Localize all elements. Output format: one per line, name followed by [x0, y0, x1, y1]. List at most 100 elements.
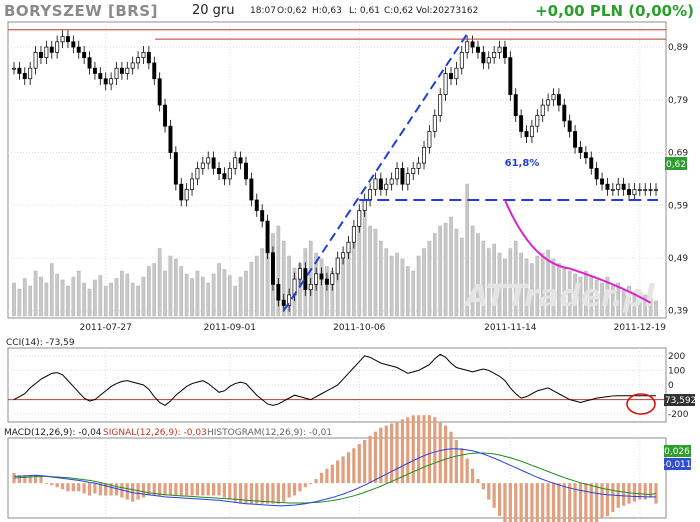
- histogram-bar: [422, 415, 426, 484]
- volume-bar: [492, 243, 496, 317]
- axis-labels: 0,89 0,79 0,69 0,59 0,49 0,39 2011-07-27 2011-0…: [80, 43, 689, 333]
- histogram-bar: [535, 483, 539, 522]
- candle-body: [190, 178, 195, 190]
- signal-tag-box: [664, 458, 691, 470]
- candle-body: [519, 115, 524, 132]
- candle-body: [173, 152, 178, 185]
- histogram-bar: [568, 483, 572, 522]
- volume-bar: [28, 285, 33, 317]
- volume-bar: [605, 276, 610, 317]
- candle-body: [163, 104, 168, 127]
- volume-bar: [600, 282, 604, 317]
- candle-body: [146, 52, 151, 64]
- candle-body: [287, 294, 292, 306]
- cci-label: CCI(14): -73,59: [6, 338, 75, 348]
- volume-bar: [265, 252, 270, 317]
- candle-body: [17, 67, 22, 74]
- histogram-bar: [584, 483, 588, 522]
- candle-body: [368, 189, 373, 201]
- volume-bar: [459, 237, 464, 317]
- candle-body: [400, 168, 405, 185]
- candle-body: [341, 252, 346, 259]
- histogram-bar: [309, 483, 313, 485]
- candle-body: [281, 299, 286, 306]
- volume-bar: [594, 279, 599, 317]
- volume-bar: [400, 258, 405, 317]
- candle-body: [432, 115, 437, 132]
- candle-body: [373, 178, 378, 190]
- candle-body: [265, 220, 270, 254]
- volume-bar: [389, 255, 394, 317]
- histogram-bar: [648, 483, 653, 498]
- volume-bar: [276, 225, 281, 317]
- histogram-bar: [185, 483, 189, 496]
- volume-bar: [147, 266, 151, 317]
- volume-bar: [222, 269, 227, 317]
- histogram-bar: [303, 483, 307, 488]
- candle-body: [297, 268, 302, 280]
- histogram-bar: [643, 483, 647, 500]
- price-axis-label: 0,89: [668, 43, 688, 53]
- histogram-bar: [82, 483, 86, 494]
- histogram-bar: [195, 483, 200, 496]
- volume-bar: [163, 270, 167, 317]
- histogram-bar: [260, 483, 264, 504]
- volume-bar: [503, 258, 507, 317]
- cci-highlight-circle: [626, 393, 656, 415]
- candle-body: [643, 189, 648, 191]
- candle-body: [502, 46, 507, 58]
- volume-bars: [12, 183, 658, 317]
- histogram-bar: [346, 452, 351, 484]
- histogram-bar: [23, 474, 27, 484]
- volume-bar: [82, 282, 86, 317]
- candle-body: [362, 199, 367, 211]
- macd-series-line: [14, 448, 656, 507]
- histogram-bar: [379, 427, 383, 484]
- histogram-bar: [530, 483, 534, 522]
- histogram-bar: [390, 423, 394, 484]
- candle-body: [65, 36, 70, 43]
- histogram-bar: [276, 483, 280, 504]
- date-axis-label: 2011-10-06: [333, 323, 386, 333]
- histogram-bar: [470, 468, 475, 484]
- histogram-bar: [233, 483, 237, 502]
- histogram-bar: [152, 483, 156, 496]
- histogram-bar: [357, 444, 361, 484]
- candle-body: [443, 73, 448, 95]
- histogram-bar: [546, 483, 550, 522]
- date-axis-label: 2011-11-14: [484, 323, 537, 333]
- histogram-bar: [201, 483, 205, 496]
- histogram-label: HISTOGRAM(12,26,9): -0,01: [207, 428, 332, 438]
- histogram-bar: [244, 483, 248, 504]
- candle-body: [508, 57, 513, 95]
- volume-bar: [71, 276, 76, 317]
- histogram-bar: [454, 439, 459, 484]
- volume-bar: [125, 273, 130, 317]
- histogram-bar: [557, 483, 561, 522]
- histogram-bar: [589, 483, 593, 522]
- volume-bar: [557, 263, 561, 317]
- candle-body: [470, 41, 475, 48]
- date-axis-label: 2011-12-19: [614, 323, 667, 333]
- histogram-bar: [158, 483, 162, 496]
- candle-body: [119, 67, 124, 74]
- histogram-bar: [443, 425, 448, 484]
- histogram-bar: [400, 419, 405, 484]
- histogram-bar: [228, 483, 232, 500]
- candle-body: [28, 67, 33, 80]
- histogram-bar: [66, 483, 70, 492]
- volume-bar: [195, 270, 200, 317]
- histogram-bar: [573, 483, 577, 522]
- candle-body: [405, 173, 410, 185]
- macd-tag: 0,026: [664, 447, 690, 457]
- histogram-bar: [330, 464, 334, 484]
- candle-body: [573, 131, 578, 148]
- volume-bar: [233, 285, 238, 317]
- volume-bar: [373, 228, 378, 317]
- signal-series-line: [13, 452, 657, 504]
- histogram-bar: [60, 483, 65, 490]
- cci-tag: -73,592: [662, 396, 697, 406]
- volume-bar: [325, 266, 329, 317]
- volume-bar: [546, 249, 550, 317]
- histogram-bar: [44, 483, 48, 485]
